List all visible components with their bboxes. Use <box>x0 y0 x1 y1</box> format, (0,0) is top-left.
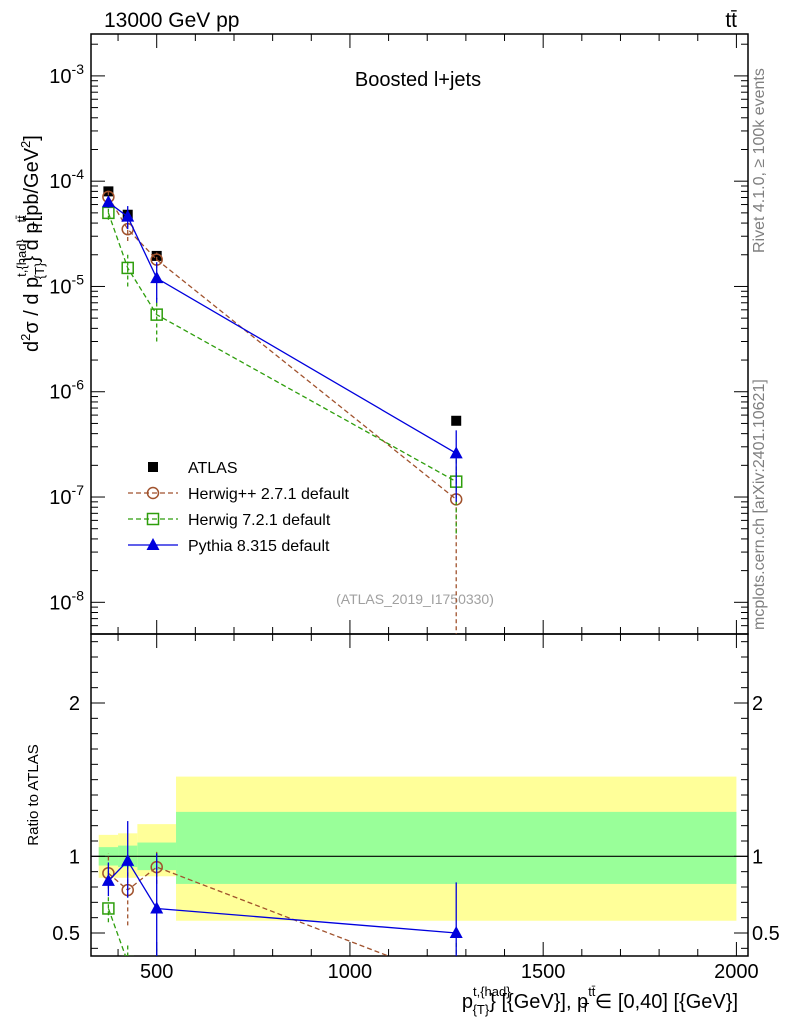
legend-item-herwig7: Herwig 7.2.1 default <box>128 512 331 529</box>
herwig7-ratio-line <box>107 908 127 956</box>
atlas-point-shape <box>451 415 462 426</box>
chart-marks: 10-8 10-7 10-6 10-5 10-4 10-3 500 1000 1500 2000 0… <box>49 33 780 988</box>
herwig7-ratio-point <box>102 902 115 915</box>
herwigpp-line <box>107 196 457 500</box>
legend-marker <box>146 512 160 526</box>
pythia-point <box>121 209 135 222</box>
x-tick-label: 1500 <box>521 961 566 983</box>
pythia-ratio-point-shape <box>121 853 135 866</box>
main-y-tick-label: 10-8 <box>49 587 84 614</box>
herwigpp-ratio-point <box>451 977 462 988</box>
pythia-ratio-point-shape <box>150 901 164 914</box>
legend-label: ATLAS <box>188 460 238 477</box>
pythia-ratio-point-shape <box>449 926 463 938</box>
x-tick-label: 500 <box>140 961 173 983</box>
legend-marker <box>148 462 158 472</box>
main-y-tick-label: 10-4 <box>49 166 84 193</box>
ratio-y-tick-label-right: 2 <box>752 693 763 715</box>
herwig7-point <box>150 308 163 321</box>
main-y-tick-label: 10-6 <box>49 377 84 404</box>
ratio-band-stat <box>176 811 737 884</box>
herwig7-line <box>107 212 457 483</box>
legend-marker <box>146 538 160 550</box>
pythia-ratio-point <box>101 873 115 886</box>
herwig7-ratio-point-shape <box>102 902 115 915</box>
pythia-point-shape <box>121 209 135 222</box>
legend-item-atlas: ATLAS <box>148 460 238 477</box>
herwigpp-ratio-point-shape <box>451 977 462 988</box>
x-axis-label: pt,{had} {T}} [{GeV}], ptt̄ T ∈ [0,40] [{G… <box>462 984 738 1017</box>
legend-marker-shape <box>146 486 160 500</box>
pythia-ratio-line <box>107 859 457 934</box>
pythia-line <box>108 201 457 454</box>
x-tick-label: 2000 <box>714 961 759 983</box>
ratio-y-tick-label: 0.5 <box>52 923 80 945</box>
main-y-axis-label: d2σ / d pt,{had} {T}} d ptt̄T[pb/GeV2] <box>14 135 47 352</box>
process-label: tt̄ <box>725 9 737 32</box>
pythia-point <box>150 271 164 284</box>
atlas-point <box>451 415 462 426</box>
legend-marker-shape <box>146 538 160 550</box>
pythia-point <box>449 446 463 459</box>
pythia-point <box>101 195 115 208</box>
legend-label: Pythia 8.315 default <box>188 538 330 555</box>
herwig7-point-shape <box>121 261 134 275</box>
main-series-layer <box>101 186 463 634</box>
legend-item-pythia: Pythia 8.315 default <box>128 538 330 555</box>
pythia-ratio-point-shape <box>101 873 115 886</box>
legend-marker-shape <box>146 512 160 526</box>
legend: ATLAS Herwig++ 2.7.1 default Herwig 7.2.1 … <box>128 460 350 555</box>
herwig7-ratio-point <box>121 955 134 956</box>
ratio-y-tick-label-right: 0.5 <box>752 923 780 945</box>
ratio-y-tick-label: 2 <box>69 693 80 715</box>
energy-label: 13000 GeV pp <box>104 9 239 32</box>
legend-marker-shape <box>148 462 158 472</box>
ratio-y-axis-label: Ratio to ATLAS <box>25 744 42 845</box>
herwig7-ratio-point-shape <box>121 955 134 956</box>
herwig7-ratio-point-shape <box>451 963 462 974</box>
pythia-ratio-point <box>449 926 463 938</box>
pythia-point-shape <box>150 271 164 284</box>
herwig7-point-shape <box>150 308 163 321</box>
rivet-label: Rivet 4.1.0, ≥ 100k events <box>751 68 768 253</box>
ratio-y-tick-label-right: 1 <box>752 846 763 868</box>
herwigpp-ratio-line <box>107 866 391 956</box>
main-y-tick-label: 10-3 <box>49 61 84 88</box>
x-tick-label: 1000 <box>328 961 373 983</box>
ratio-y-tick-label: 1 <box>69 846 80 868</box>
pythia-ratio-point <box>150 901 164 914</box>
mcplots-label: mcplots.cern.ch [arXiv:2401.10621] <box>751 379 768 630</box>
main-title: Boosted l+jets <box>355 69 481 91</box>
pythia-point-shape <box>101 195 115 208</box>
herwig7-ratio-point <box>451 963 462 974</box>
main-y-tick-label: 10-7 <box>49 482 84 509</box>
legend-label: Herwig 7.2.1 default <box>188 512 331 529</box>
legend-marker <box>146 486 160 500</box>
atlas-point-shape <box>151 250 162 261</box>
pythia-ratio-point <box>121 853 135 866</box>
herwig7-point <box>121 261 134 275</box>
analysis-label: (ATLAS_2019_I1750330) <box>336 591 494 607</box>
ratio-series-layer <box>101 821 463 988</box>
ratio-bands <box>98 776 737 921</box>
atlas-point <box>151 250 162 261</box>
pythia-point-shape <box>449 446 463 459</box>
legend-item-herwigpp: Herwig++ 2.7.1 default <box>128 486 350 503</box>
main-y-tick-label: 10-5 <box>49 271 84 298</box>
legend-label: Herwig++ 2.7.1 default <box>188 486 350 503</box>
